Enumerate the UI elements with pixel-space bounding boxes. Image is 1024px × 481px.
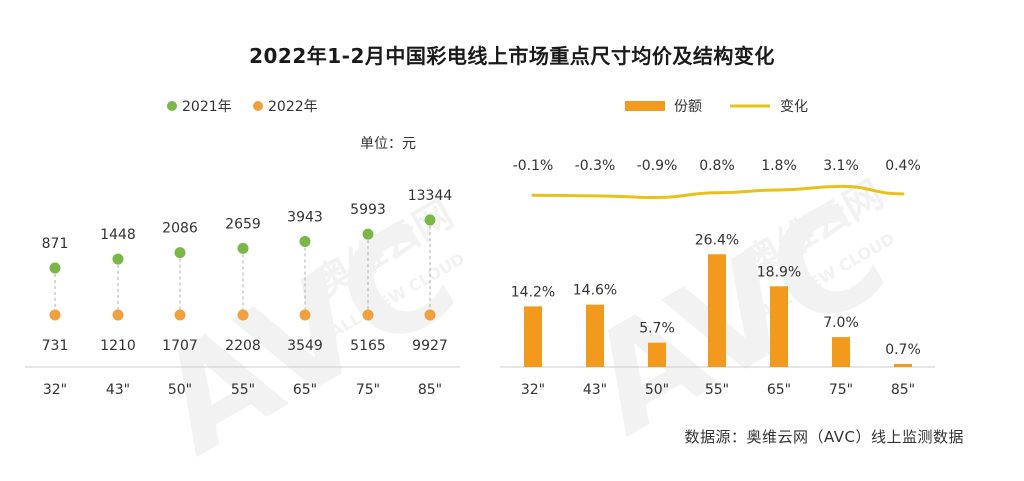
change-label-5: 3.1%: [823, 158, 859, 174]
label-2022-0: 731: [42, 338, 69, 354]
bar-label-3: 26.4%: [695, 232, 739, 248]
label-2021-4: 3943: [287, 209, 323, 225]
label-2021-6: 13344: [408, 188, 453, 204]
point-2022-5: [362, 309, 374, 321]
point-2022-0: [49, 309, 61, 321]
left-tick-0: 32": [43, 382, 67, 398]
label-2022-5: 5165: [350, 338, 386, 354]
point-2021-3: [237, 242, 249, 254]
left-tick-1: 43": [106, 382, 130, 398]
source-note: 数据源：奥维云网（AVC）线上监测数据: [684, 428, 964, 446]
change-label-2: -0.9%: [637, 158, 678, 174]
bar-2: [648, 342, 666, 367]
right-tick-3: 55": [705, 382, 729, 398]
point-2021-0: [49, 262, 61, 274]
right-tick-2: 50": [645, 382, 669, 398]
legend-2022-marker: [253, 101, 263, 111]
bar-label-1: 14.6%: [573, 283, 617, 299]
label-2022-6: 9927: [412, 338, 448, 354]
bar-label-5: 7.0%: [823, 315, 859, 331]
label-2021-0: 871: [42, 236, 69, 252]
bar-4: [770, 286, 788, 367]
change-label-6: 0.4%: [885, 158, 921, 174]
left-tick-2: 50": [168, 382, 192, 398]
right-tick-0: 32": [521, 382, 545, 398]
bar-0: [524, 306, 542, 367]
point-2022-3: [237, 309, 249, 321]
right-tick-6: 85": [891, 382, 915, 398]
label-2022-1: 1210: [100, 338, 136, 354]
label-2022-2: 1707: [162, 338, 198, 354]
legend-share-label: 份额: [674, 99, 702, 115]
change-label-0: -0.1%: [513, 158, 554, 174]
legend-share-marker: [625, 101, 665, 111]
right-share-chart: 份额 变化 14.2% 32" 14.6% 43" 5.7% 50" 26.4% 55" 18.9%…: [500, 99, 935, 398]
legend-2021-label: 2021年: [182, 99, 232, 115]
label-2021-3: 2659: [225, 216, 261, 232]
label-2021-2: 2086: [162, 221, 198, 237]
change-line: [531, 184, 905, 200]
change-label-4: 1.8%: [761, 158, 797, 174]
left-tick-6: 85": [418, 382, 442, 398]
point-2022-2: [174, 309, 186, 321]
point-2021-6: [424, 214, 436, 226]
left-tick-5: 75": [356, 382, 380, 398]
right-tick-5: 75": [829, 382, 853, 398]
unit-label: 单位：元: [360, 136, 416, 152]
point-2021-4: [299, 235, 311, 247]
change-label-1: -0.3%: [575, 158, 616, 174]
chart-title: 2022年1-2月中国彩电线上市场重点尺寸均价及结构变化: [249, 44, 775, 68]
point-2022-1: [112, 309, 124, 321]
legend-2022-label: 2022年: [268, 99, 318, 115]
left-tick-3: 55": [231, 382, 255, 398]
point-2022-4: [299, 309, 311, 321]
point-2021-5: [362, 228, 374, 240]
bar-label-6: 0.7%: [885, 342, 921, 358]
bar-1: [586, 304, 604, 367]
bar-6: [894, 364, 912, 367]
point-2021-2: [174, 247, 186, 259]
bar-3: [708, 254, 726, 367]
bar-label-4: 18.9%: [757, 264, 801, 280]
right-tick-1: 43": [583, 382, 607, 398]
label-2022-4: 3549: [287, 338, 323, 354]
change-label-3: 0.8%: [699, 158, 735, 174]
bar-label-2: 5.7%: [639, 321, 675, 337]
label-2022-3: 2208: [225, 338, 261, 354]
label-2021-1: 1448: [100, 227, 136, 243]
point-2022-6: [424, 309, 436, 321]
label-2021-5: 5993: [350, 202, 386, 218]
bar-5: [832, 337, 850, 367]
legend-2021-marker: [167, 101, 177, 111]
left-tick-4: 65": [293, 382, 317, 398]
point-2021-1: [112, 253, 124, 265]
bar-label-0: 14.2%: [511, 284, 555, 300]
right-tick-4: 65": [767, 382, 791, 398]
legend-change-label: 变化: [780, 99, 808, 115]
